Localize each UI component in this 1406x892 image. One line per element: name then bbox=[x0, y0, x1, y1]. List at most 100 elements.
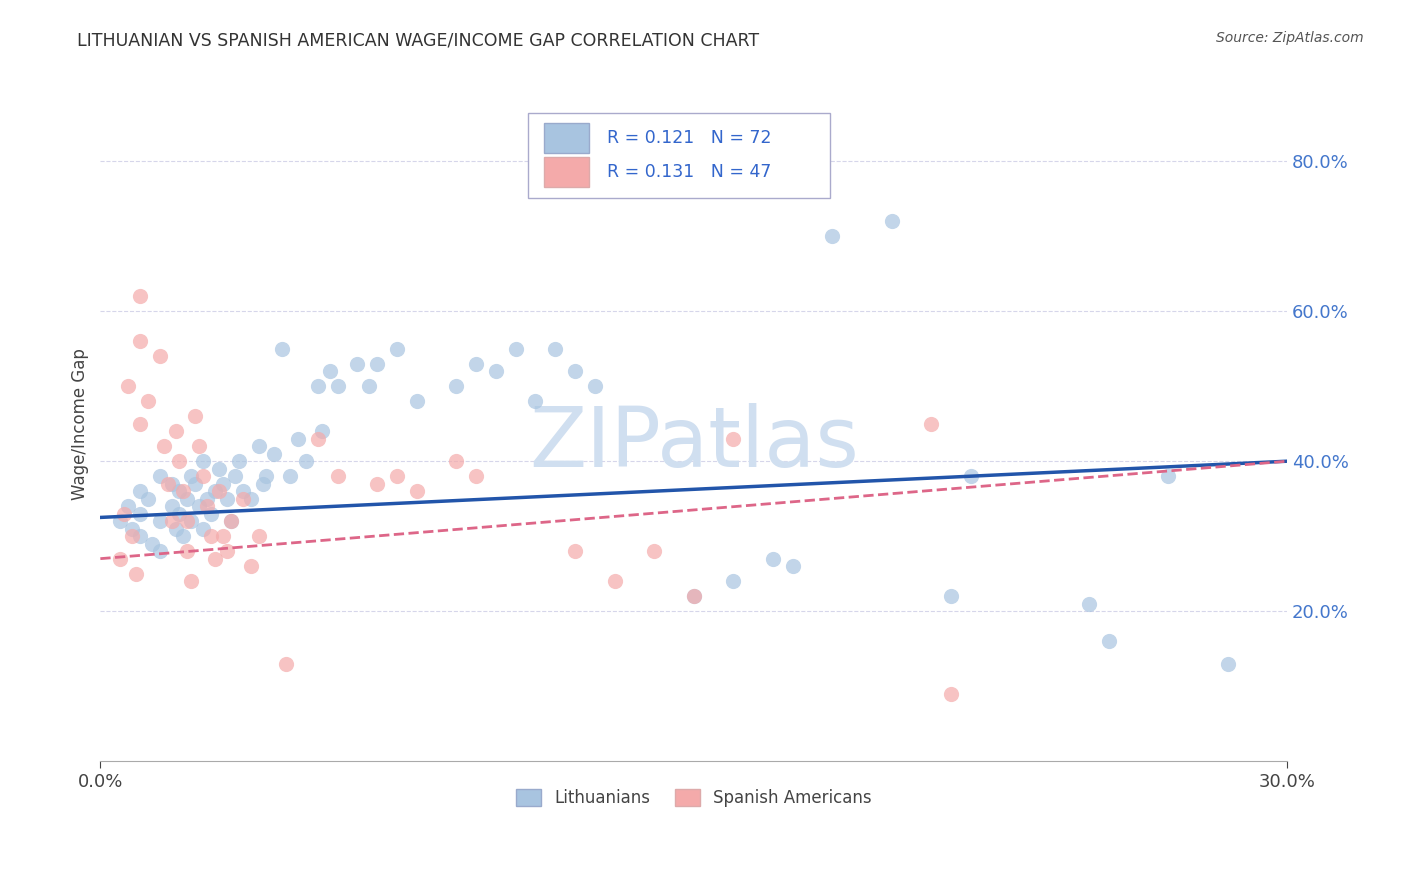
Point bbox=[1216, 657, 1239, 671]
Point bbox=[287, 432, 309, 446]
Point bbox=[108, 514, 131, 528]
Point bbox=[117, 499, 139, 513]
Point bbox=[366, 357, 388, 371]
Point bbox=[252, 476, 274, 491]
Point bbox=[643, 544, 665, 558]
Point bbox=[180, 469, 202, 483]
Point bbox=[920, 417, 942, 431]
Point bbox=[176, 544, 198, 558]
Point bbox=[195, 491, 218, 506]
Point bbox=[880, 214, 903, 228]
Point bbox=[603, 574, 626, 589]
Point bbox=[1157, 469, 1180, 483]
Point bbox=[176, 514, 198, 528]
Point bbox=[465, 357, 488, 371]
Point bbox=[208, 461, 231, 475]
Point bbox=[215, 491, 238, 506]
Point bbox=[271, 342, 294, 356]
Point bbox=[224, 469, 246, 483]
Point bbox=[219, 514, 242, 528]
Point bbox=[276, 657, 298, 671]
Y-axis label: Wage/Income Gap: Wage/Income Gap bbox=[72, 348, 89, 500]
Point bbox=[121, 529, 143, 543]
Point bbox=[195, 499, 218, 513]
Point bbox=[141, 536, 163, 550]
Point bbox=[193, 454, 215, 468]
Point bbox=[247, 439, 270, 453]
Point bbox=[1078, 597, 1101, 611]
Point bbox=[212, 476, 235, 491]
Point bbox=[446, 454, 468, 468]
Text: LITHUANIAN VS SPANISH AMERICAN WAGE/INCOME GAP CORRELATION CHART: LITHUANIAN VS SPANISH AMERICAN WAGE/INCO… bbox=[77, 31, 759, 49]
Point bbox=[239, 559, 262, 574]
Point bbox=[165, 424, 187, 438]
Point bbox=[307, 432, 329, 446]
Point bbox=[682, 589, 704, 603]
Point bbox=[108, 551, 131, 566]
Point bbox=[172, 484, 194, 499]
Point bbox=[129, 484, 152, 499]
Point bbox=[136, 394, 159, 409]
Text: Source: ZipAtlas.com: Source: ZipAtlas.com bbox=[1216, 31, 1364, 45]
Point bbox=[125, 566, 148, 581]
Point bbox=[239, 491, 262, 506]
Point bbox=[129, 289, 152, 303]
Point bbox=[762, 551, 785, 566]
Point bbox=[129, 417, 152, 431]
Point bbox=[219, 514, 242, 528]
Point bbox=[247, 529, 270, 543]
Point bbox=[160, 476, 183, 491]
Point bbox=[544, 342, 567, 356]
Point bbox=[319, 364, 342, 378]
Point bbox=[228, 454, 250, 468]
Point bbox=[117, 379, 139, 393]
Point bbox=[184, 409, 207, 424]
Point bbox=[583, 379, 606, 393]
Point bbox=[121, 522, 143, 536]
Point bbox=[256, 469, 278, 483]
Point bbox=[326, 379, 349, 393]
Point bbox=[112, 507, 135, 521]
Point bbox=[366, 476, 388, 491]
Point bbox=[524, 394, 547, 409]
Point bbox=[723, 574, 745, 589]
Point bbox=[959, 469, 981, 483]
Point bbox=[156, 476, 179, 491]
Point bbox=[180, 514, 202, 528]
Point bbox=[326, 469, 349, 483]
Point bbox=[485, 364, 508, 378]
Point bbox=[465, 469, 488, 483]
Point bbox=[385, 469, 408, 483]
Point bbox=[263, 447, 285, 461]
Point bbox=[212, 529, 235, 543]
Point bbox=[821, 229, 844, 244]
Point bbox=[208, 484, 231, 499]
Point bbox=[204, 484, 226, 499]
Point bbox=[782, 559, 804, 574]
Point bbox=[200, 529, 222, 543]
Legend: Lithuanians, Spanish Americans: Lithuanians, Spanish Americans bbox=[509, 782, 879, 814]
FancyBboxPatch shape bbox=[527, 113, 830, 198]
Point bbox=[172, 529, 194, 543]
Point bbox=[446, 379, 468, 393]
Point bbox=[346, 357, 368, 371]
Point bbox=[564, 364, 586, 378]
Point bbox=[165, 522, 187, 536]
Text: ZIPatlas: ZIPatlas bbox=[529, 403, 859, 484]
Point bbox=[232, 491, 254, 506]
Point bbox=[149, 544, 172, 558]
Point bbox=[149, 514, 172, 528]
Point bbox=[169, 484, 191, 499]
Point bbox=[405, 484, 427, 499]
Point bbox=[169, 454, 191, 468]
Point bbox=[939, 589, 962, 603]
Point bbox=[939, 687, 962, 701]
Point bbox=[232, 484, 254, 499]
Point bbox=[193, 469, 215, 483]
Point bbox=[295, 454, 318, 468]
Point bbox=[180, 574, 202, 589]
Point bbox=[129, 507, 152, 521]
Point bbox=[204, 551, 226, 566]
Point bbox=[188, 439, 211, 453]
Point bbox=[200, 507, 222, 521]
